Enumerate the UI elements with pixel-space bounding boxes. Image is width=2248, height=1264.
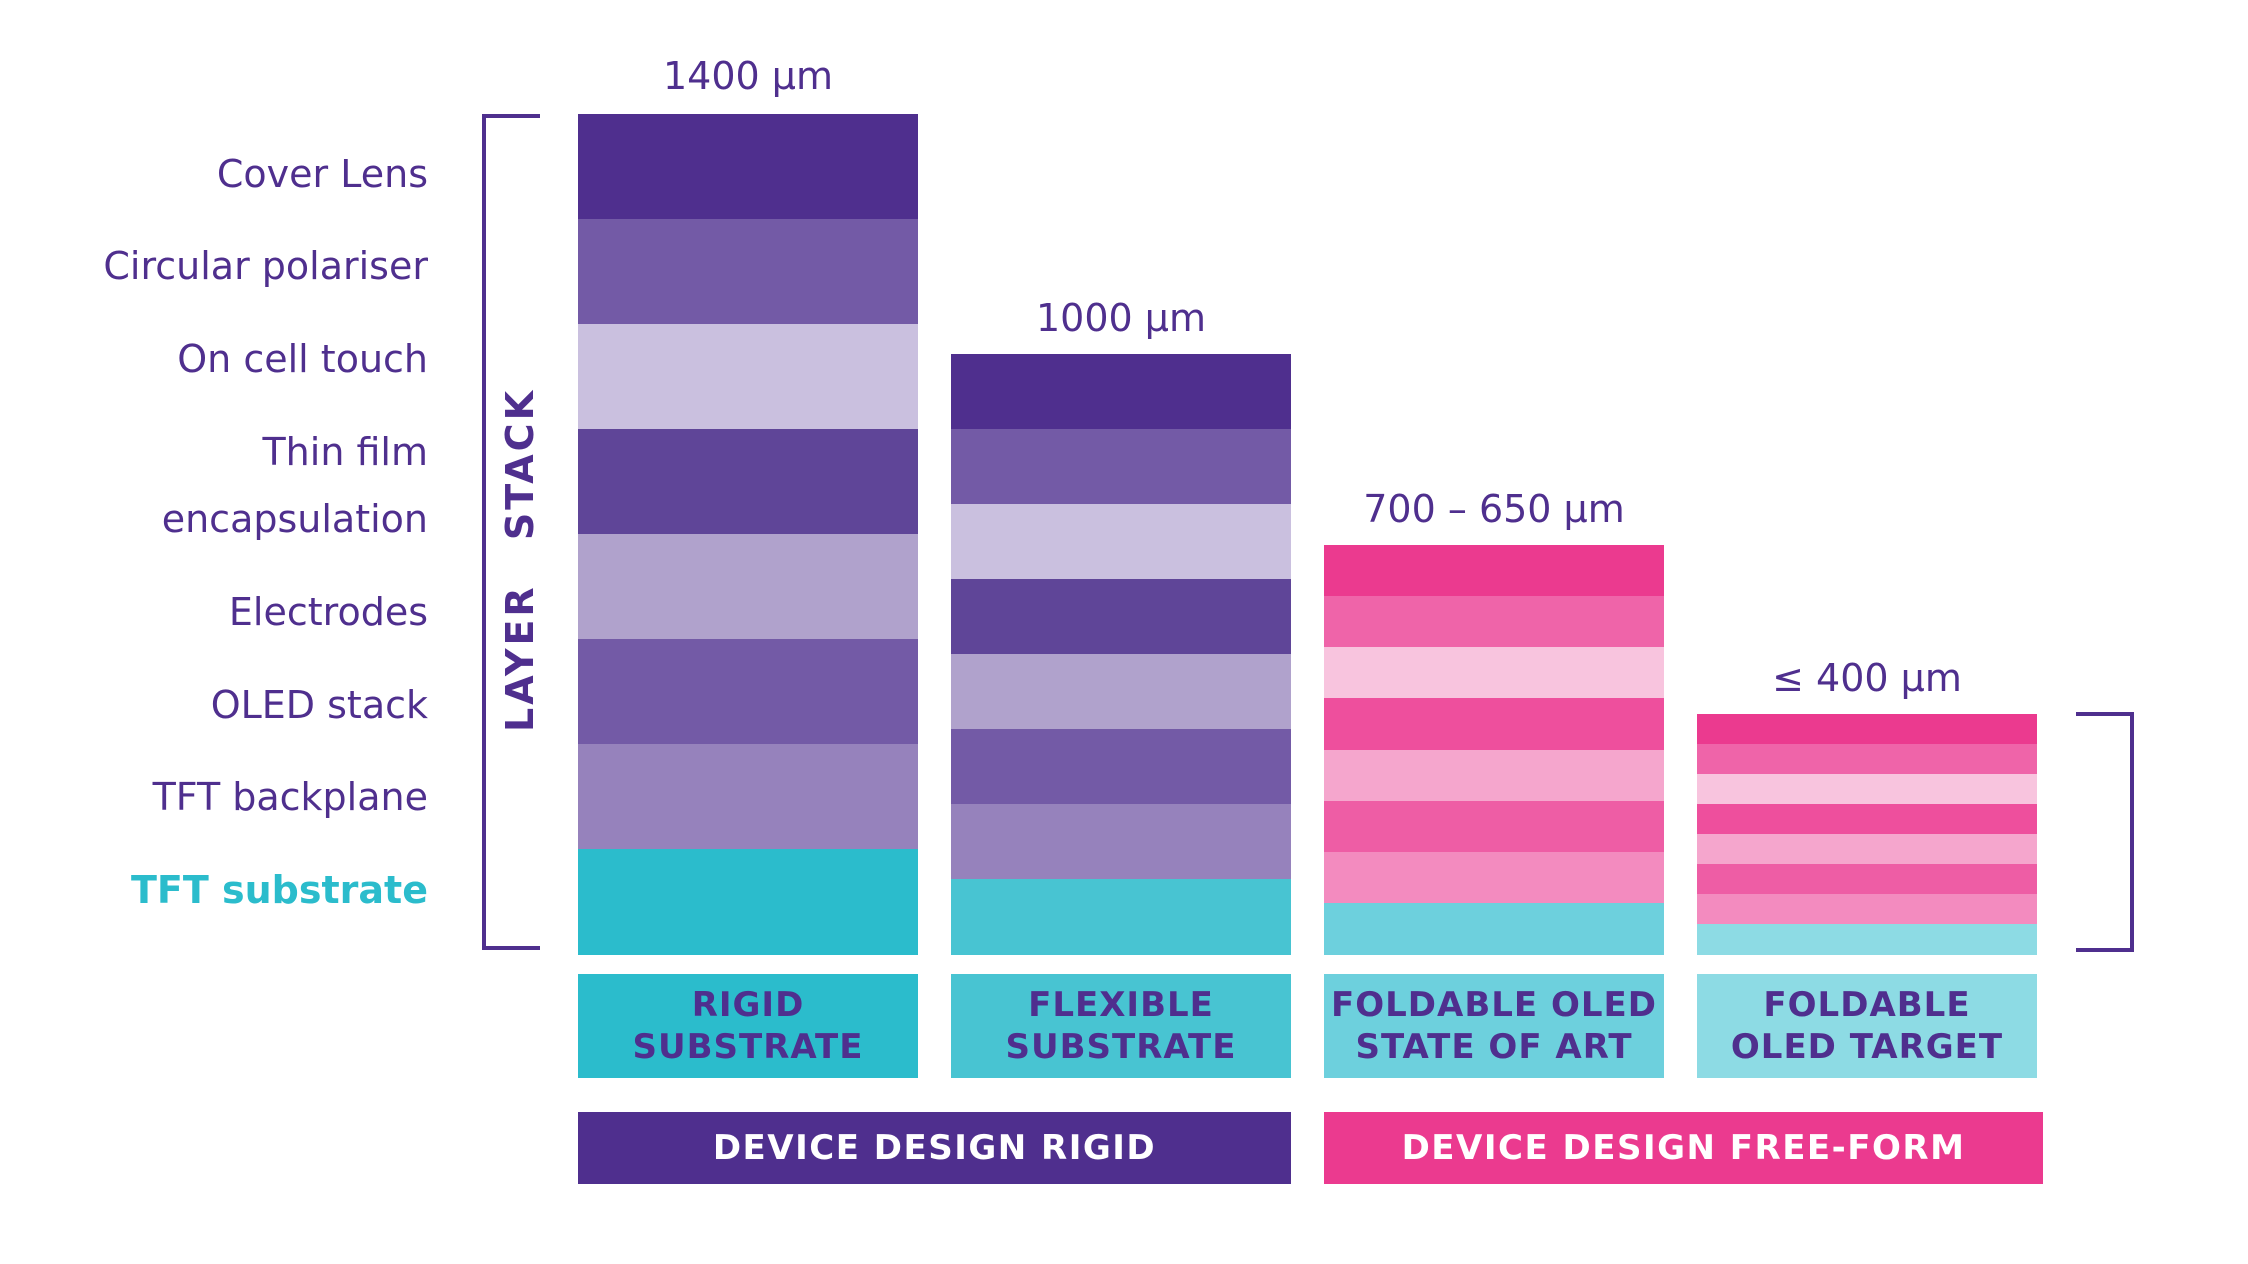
design-label: RIGID SUBSTRATE: [578, 974, 918, 1078]
layer-label-on-cell-touch: On cell touch: [177, 337, 428, 381]
layer-label-circular-polariser: Circular polariser: [103, 244, 428, 288]
layer-segment: [951, 429, 1291, 505]
layer-segment: [578, 639, 918, 745]
layer-segment: [1697, 774, 2037, 805]
layer-segment: [1324, 749, 1664, 802]
thickness-label: 1000 µm: [1036, 296, 1206, 340]
layer-segment: [1697, 864, 2037, 895]
layer-segment: [951, 654, 1291, 730]
design-label: FLEXIBLE SUBSTRATE: [951, 974, 1291, 1078]
layer-label-thin-film: Thin film: [262, 430, 428, 474]
group-bar-device-design-rigid: DEVICE DESIGN RIGID: [578, 1112, 1291, 1184]
layer-segment: [578, 534, 918, 640]
layer-label-tft-backplane: TFT backplane: [152, 775, 428, 819]
layer-label-cover-lens: Cover Lens: [216, 152, 428, 196]
layer-segment: [578, 744, 918, 850]
layer-label-encapsulation: encapsulation: [161, 497, 428, 541]
layer-segment: [1697, 834, 2037, 865]
design-label: FOLDABLE OLED TARGET: [1697, 974, 2037, 1078]
thickness-label: 700 – 650 µm: [1363, 487, 1625, 531]
layer-segment: [1697, 714, 2037, 745]
column-flexible-substrate: 1000 µm FLEXIBLE SUBSTRATE: [951, 0, 1291, 1264]
layer-label-electrodes: Electrodes: [228, 590, 428, 634]
group-bar-device-design-free-form: DEVICE DESIGN FREE-FORM: [1324, 1112, 2043, 1184]
layer-segment: [1697, 894, 2037, 925]
design-label: FOLDABLE OLED STATE OF ART: [1324, 974, 1664, 1078]
layer-segment: [578, 324, 918, 430]
layer-segment: [578, 219, 918, 325]
layer-segment: [1324, 545, 1664, 597]
thickness-label: ≤ 400 µm: [1772, 656, 1962, 700]
layer-stack-label: LAYER STACK: [498, 387, 542, 733]
layer-segment: [578, 429, 918, 535]
layer-segment: [951, 579, 1291, 655]
layer-segment: [1324, 698, 1664, 750]
layer-segment: [1324, 596, 1664, 648]
layer-segment: [951, 879, 1291, 955]
column-foldable-oled-target: ≤ 400 µm FOLDABLE OLED TARGET: [1697, 0, 2037, 1264]
layer-segment: [951, 354, 1291, 430]
layer-label-tft-substrate: TFT substrate: [130, 868, 428, 912]
layer-segment: [1697, 804, 2037, 835]
thickness-label: 1400 µm: [663, 54, 833, 98]
column-foldable-oled-state-of-art: 700 – 650 µm FOLDABLE OLED STATE OF ART: [1324, 0, 1664, 1264]
layer-segment: [1697, 744, 2037, 775]
layer-segment: [1324, 647, 1664, 699]
layer-segment: [951, 729, 1291, 805]
layer-label-oled-stack: OLED stack: [210, 683, 428, 727]
layer-segment: [951, 804, 1291, 880]
layer-segment: [1324, 851, 1664, 904]
right-bracket: [2076, 712, 2134, 952]
column-rigid-substrate: 1400 µm RIGID SUBSTRATE: [578, 0, 918, 1264]
left-bracket: [482, 114, 540, 950]
layer-segment: [578, 114, 918, 220]
layer-segment: [1324, 800, 1664, 853]
layer-segment: [578, 849, 918, 955]
layer-segment: [951, 504, 1291, 580]
layer-segment: [1697, 924, 2037, 955]
layer-segment: [1324, 902, 1664, 955]
